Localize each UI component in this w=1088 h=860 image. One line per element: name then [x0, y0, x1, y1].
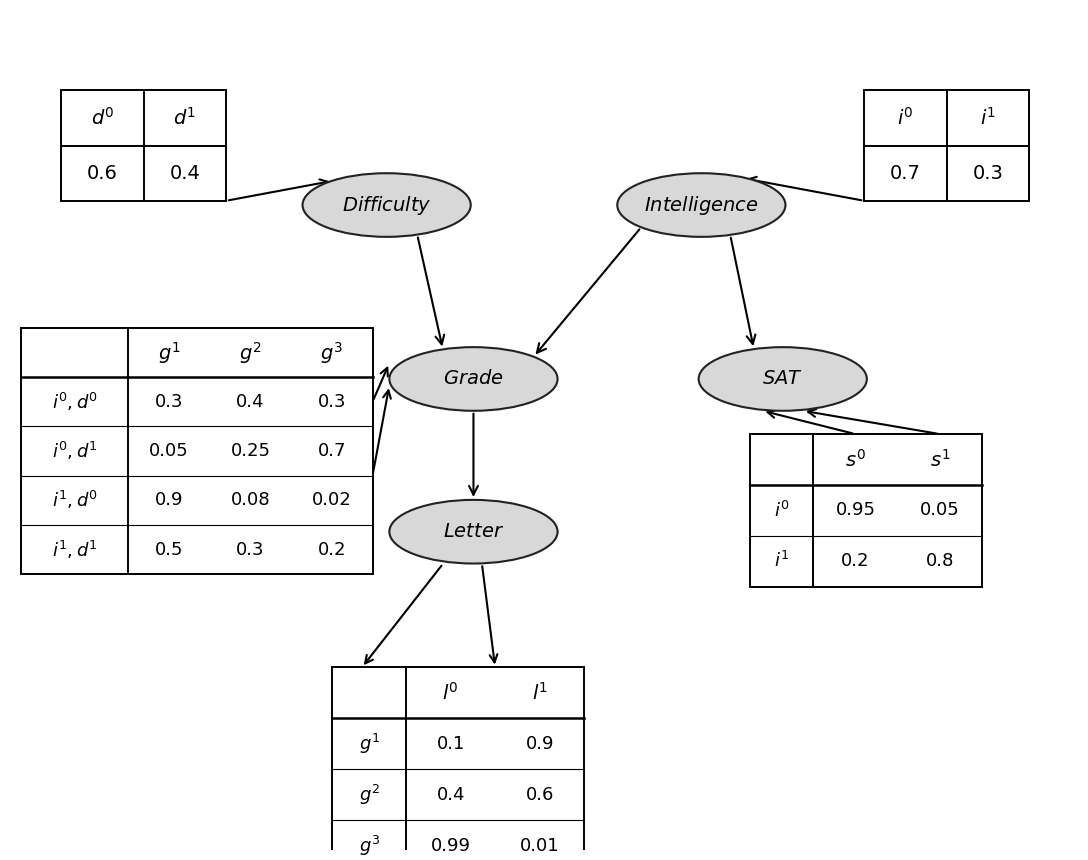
Text: 0.2: 0.2 — [318, 540, 346, 558]
Text: $i^{0},d^{1}$: $i^{0},d^{1}$ — [52, 440, 98, 462]
Text: 0.08: 0.08 — [231, 491, 270, 509]
Text: $\mathit{Difficulty}$: $\mathit{Difficulty}$ — [342, 194, 431, 217]
Text: $\mathit{Intelligence}$: $\mathit{Intelligence}$ — [644, 194, 758, 217]
Text: $i^{1},d^{1}$: $i^{1},d^{1}$ — [52, 538, 98, 561]
Text: 0.3: 0.3 — [973, 163, 1003, 182]
Text: 0.25: 0.25 — [231, 442, 271, 460]
Text: $d^{0}$: $d^{0}$ — [90, 108, 114, 129]
Text: $g^{2}$: $g^{2}$ — [359, 783, 380, 807]
Text: $g^{1}$: $g^{1}$ — [158, 340, 181, 365]
Text: 0.01: 0.01 — [520, 837, 559, 855]
Text: $g^{3}$: $g^{3}$ — [321, 340, 343, 365]
Text: 0.3: 0.3 — [154, 393, 183, 411]
Text: 0.1: 0.1 — [436, 734, 465, 752]
Text: $s^{0}$: $s^{0}$ — [845, 449, 866, 470]
Text: 0.9: 0.9 — [154, 491, 183, 509]
Ellipse shape — [302, 173, 471, 237]
Text: $l^{0}$: $l^{0}$ — [443, 682, 459, 703]
Text: $s^{1}$: $s^{1}$ — [930, 449, 950, 470]
Text: 0.7: 0.7 — [318, 442, 346, 460]
Text: 0.05: 0.05 — [920, 501, 960, 519]
Text: $\mathit{Letter}$: $\mathit{Letter}$ — [443, 522, 504, 541]
Text: $i^{1}$: $i^{1}$ — [774, 551, 789, 571]
Text: $i^{1}$: $i^{1}$ — [979, 108, 996, 129]
Text: 0.7: 0.7 — [890, 163, 920, 182]
Text: 0.6: 0.6 — [87, 163, 118, 182]
Text: $i^{1},d^{0}$: $i^{1},d^{0}$ — [51, 489, 98, 512]
Text: $g^{1}$: $g^{1}$ — [359, 732, 380, 756]
Text: 0.05: 0.05 — [149, 442, 189, 460]
Text: 0.2: 0.2 — [841, 552, 869, 570]
Ellipse shape — [617, 173, 786, 237]
Text: 0.6: 0.6 — [526, 786, 554, 804]
Ellipse shape — [390, 347, 557, 411]
Bar — [21, 328, 372, 574]
Text: $i^{0},d^{0}$: $i^{0},d^{0}$ — [51, 390, 98, 413]
Text: 0.95: 0.95 — [836, 501, 876, 519]
Text: 0.4: 0.4 — [170, 163, 200, 182]
Ellipse shape — [698, 347, 867, 411]
Text: $i^{0}$: $i^{0}$ — [898, 108, 914, 129]
Text: $l^{1}$: $l^{1}$ — [532, 682, 547, 703]
Bar — [332, 667, 584, 860]
Text: 0.99: 0.99 — [431, 837, 471, 855]
Text: 0.02: 0.02 — [312, 491, 351, 509]
Text: $i^{0}$: $i^{0}$ — [774, 501, 790, 520]
Text: 0.5: 0.5 — [154, 540, 183, 558]
Text: 0.9: 0.9 — [526, 734, 554, 752]
Text: 0.8: 0.8 — [926, 552, 954, 570]
Text: $\mathit{Grade}$: $\mathit{Grade}$ — [443, 370, 504, 389]
Text: $d^{1}$: $d^{1}$ — [173, 108, 197, 129]
Text: 0.4: 0.4 — [436, 786, 465, 804]
Text: 0.3: 0.3 — [318, 393, 346, 411]
Text: 0.3: 0.3 — [236, 540, 264, 558]
Text: $\mathit{SAT}$: $\mathit{SAT}$ — [763, 370, 803, 389]
Text: $g^{2}$: $g^{2}$ — [239, 340, 262, 365]
Text: 0.4: 0.4 — [236, 393, 264, 411]
Text: $g^{3}$: $g^{3}$ — [359, 833, 380, 857]
Bar — [61, 90, 226, 200]
Bar — [864, 90, 1029, 200]
Bar — [751, 434, 982, 587]
Ellipse shape — [390, 500, 557, 563]
